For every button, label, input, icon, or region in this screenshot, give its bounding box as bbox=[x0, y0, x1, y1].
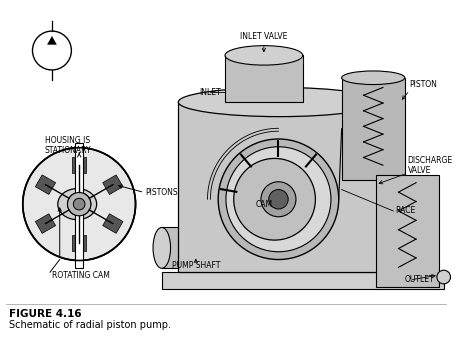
Circle shape bbox=[226, 147, 331, 252]
Ellipse shape bbox=[58, 188, 97, 220]
Circle shape bbox=[269, 189, 288, 209]
Polygon shape bbox=[341, 78, 405, 180]
Polygon shape bbox=[225, 56, 303, 102]
Circle shape bbox=[261, 182, 296, 217]
Polygon shape bbox=[75, 143, 83, 268]
Text: INLET VALVE: INLET VALVE bbox=[240, 32, 287, 41]
Polygon shape bbox=[47, 36, 57, 45]
Circle shape bbox=[23, 148, 135, 261]
Text: PUMP SHAFT: PUMP SHAFT bbox=[171, 261, 220, 270]
Polygon shape bbox=[162, 272, 444, 289]
Polygon shape bbox=[36, 214, 55, 233]
Text: Schematic of radial piston pump.: Schematic of radial piston pump. bbox=[9, 320, 171, 330]
Ellipse shape bbox=[225, 46, 303, 65]
Ellipse shape bbox=[153, 227, 170, 268]
Text: CAM: CAM bbox=[255, 200, 273, 209]
Text: FIGURE 4.16: FIGURE 4.16 bbox=[9, 309, 82, 319]
Text: DISCHARGE
VALVE: DISCHARGE VALVE bbox=[408, 155, 453, 175]
Text: PISTONS: PISTONS bbox=[145, 188, 178, 197]
Ellipse shape bbox=[338, 227, 355, 268]
Text: INLET: INLET bbox=[200, 88, 221, 97]
Circle shape bbox=[437, 270, 450, 284]
Polygon shape bbox=[178, 102, 381, 272]
Polygon shape bbox=[103, 214, 123, 233]
Circle shape bbox=[73, 198, 85, 210]
Circle shape bbox=[67, 193, 91, 216]
Ellipse shape bbox=[178, 87, 381, 117]
Polygon shape bbox=[162, 227, 346, 268]
Text: RACE: RACE bbox=[395, 206, 415, 215]
Circle shape bbox=[218, 139, 339, 260]
Text: OUTLET: OUTLET bbox=[405, 276, 434, 285]
Text: PISTON: PISTON bbox=[410, 80, 438, 89]
Polygon shape bbox=[36, 175, 55, 194]
Text: ROTATING CAM: ROTATING CAM bbox=[52, 271, 110, 280]
Polygon shape bbox=[376, 175, 439, 287]
Circle shape bbox=[67, 193, 91, 216]
Text: HOUSING IS
STATIONARY: HOUSING IS STATIONARY bbox=[44, 136, 91, 155]
Polygon shape bbox=[73, 158, 86, 173]
Polygon shape bbox=[103, 175, 123, 194]
Ellipse shape bbox=[341, 71, 405, 85]
Circle shape bbox=[234, 159, 316, 240]
Polygon shape bbox=[73, 235, 86, 251]
Circle shape bbox=[73, 198, 85, 210]
